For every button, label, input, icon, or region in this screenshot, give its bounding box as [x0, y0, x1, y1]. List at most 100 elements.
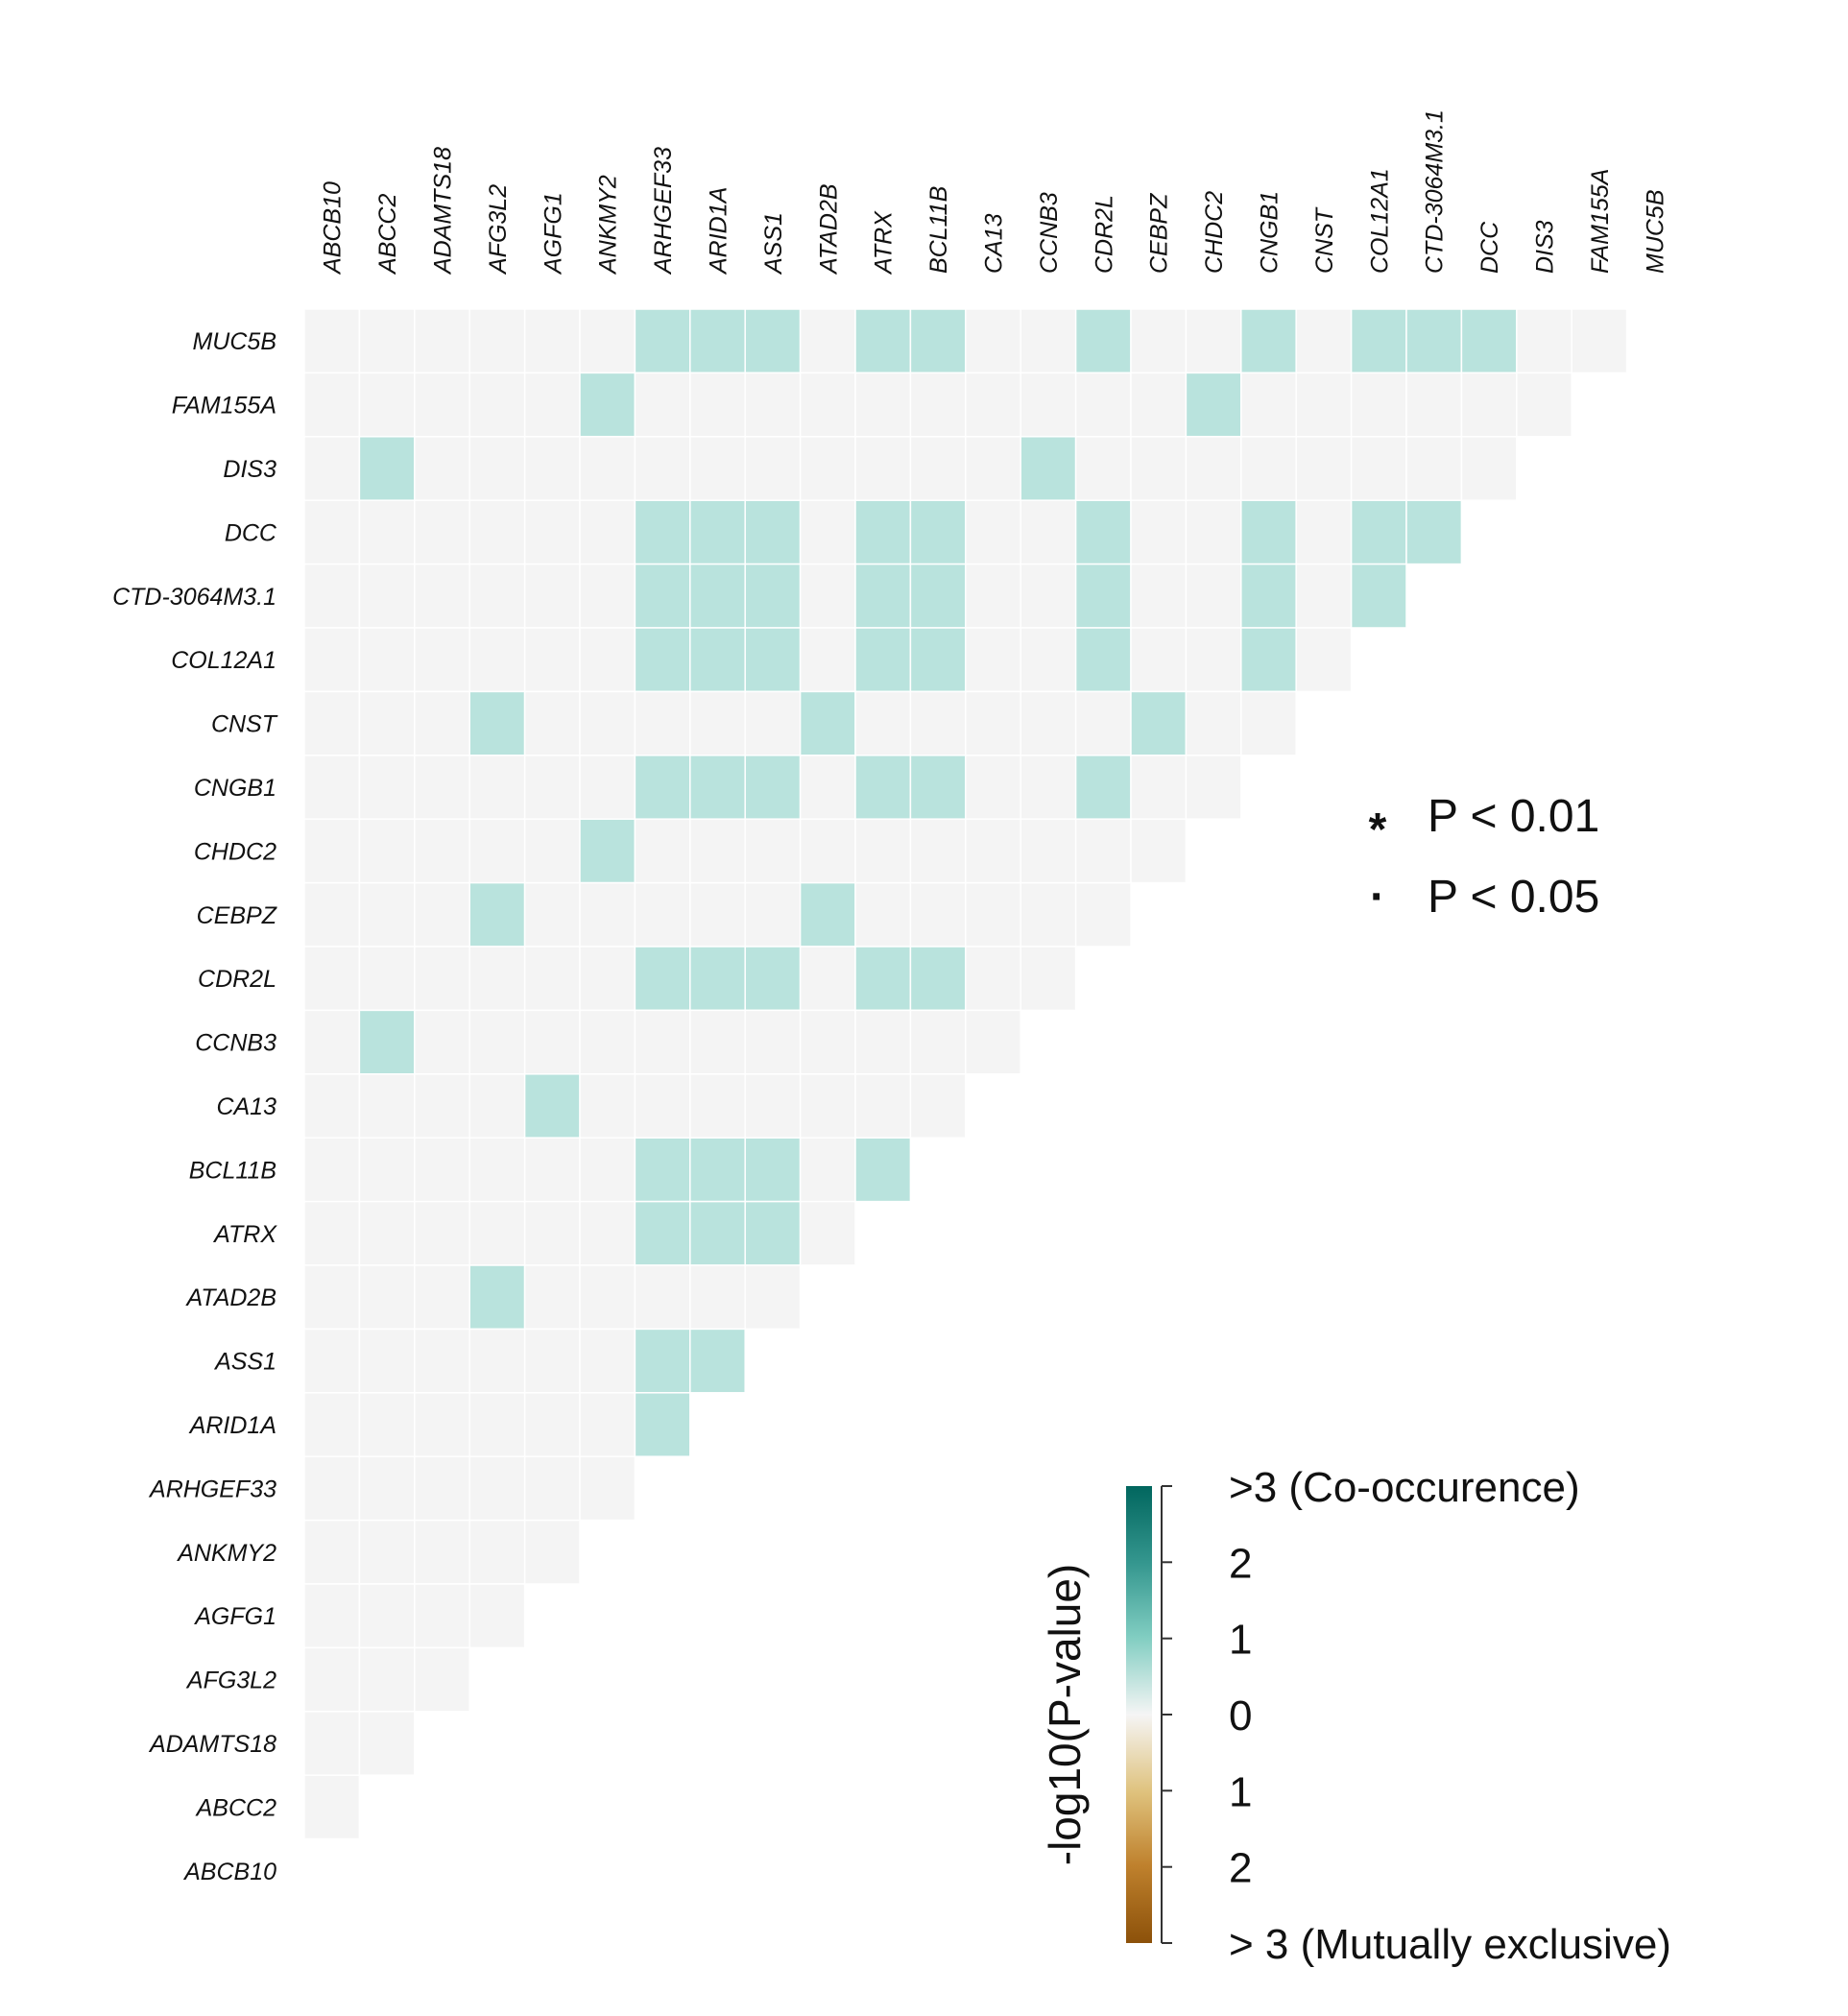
heatmap-cell	[799, 627, 856, 693]
heatmap-cell	[1074, 627, 1132, 693]
heatmap-cell	[1185, 627, 1242, 693]
heatmap-cell	[1460, 436, 1518, 501]
heatmap-cell	[1240, 627, 1297, 693]
heatmap-cell	[1240, 372, 1297, 438]
row-label-afg3l2: AFG3L2	[185, 1668, 276, 1694]
heatmap-cell	[634, 563, 691, 629]
heatmap-cell	[303, 818, 361, 884]
heatmap-cell	[689, 946, 746, 1012]
heatmap-cell	[799, 690, 856, 756]
heatmap-cell	[414, 1583, 470, 1649]
heatmap-cell	[579, 1200, 636, 1266]
heatmap-cell	[1295, 372, 1353, 438]
row-label-fam155a: FAM155A	[172, 393, 276, 420]
colorbar-tick-label: 2	[1229, 1845, 1252, 1892]
column-label-abcb10: ABCB10	[320, 181, 347, 276]
heatmap-cell	[799, 1009, 856, 1075]
heatmap-cell	[965, 436, 1021, 501]
heatmap-cell	[523, 563, 581, 629]
heatmap-cell	[1020, 436, 1077, 501]
colorbar-title: -log10(P-value)	[1040, 1564, 1090, 1865]
heatmap-cell	[414, 372, 470, 438]
heatmap-cell	[854, 1009, 912, 1075]
heatmap-cell	[579, 499, 636, 565]
column-label-bcl11b: BCL11B	[925, 186, 952, 274]
heatmap-cell	[523, 499, 581, 565]
heatmap-cell	[689, 1200, 746, 1266]
row-label-arhgef33: ARHGEF33	[148, 1476, 276, 1502]
heatmap-cell	[1020, 690, 1077, 756]
heatmap-cell	[909, 1073, 967, 1139]
column-label-atad2b: ATAD2B	[815, 183, 842, 276]
heatmap-cell	[1020, 372, 1077, 438]
column-label-adamts18: ADAMTS18	[430, 147, 457, 276]
heatmap-cell	[523, 1200, 581, 1266]
heatmap-cell	[634, 1200, 691, 1266]
heatmap-cell	[689, 1009, 746, 1075]
heatmap-cell	[689, 1328, 746, 1394]
heatmap-cell	[1516, 308, 1572, 374]
heatmap-cell	[634, 308, 691, 374]
heatmap-cell	[1074, 499, 1132, 565]
heatmap-cell	[689, 755, 746, 820]
heatmap-cell	[799, 881, 856, 948]
heatmap-cell	[303, 1137, 361, 1203]
heatmap-cell	[414, 1392, 470, 1457]
heatmap-cell	[1020, 627, 1077, 693]
heatmap-cell	[523, 1519, 581, 1585]
row-label-dis3: DIS3	[223, 456, 276, 483]
heatmap-cell	[744, 881, 802, 948]
heatmap-cell	[523, 1073, 581, 1139]
heatmap-cell	[1295, 499, 1353, 565]
heatmap-cell	[1240, 690, 1297, 756]
colorbar-tick-label: > 3 (Mutually exclusive)	[1229, 1921, 1671, 1968]
heatmap-cell	[965, 372, 1021, 438]
heatmap-cell	[303, 1009, 361, 1075]
heatmap-cell	[358, 1073, 416, 1139]
heatmap-cell	[854, 499, 912, 565]
heatmap-cell	[303, 1264, 361, 1331]
heatmap-cell	[799, 755, 856, 820]
heatmap-cell	[965, 499, 1021, 565]
column-label-cngb1: CNGB1	[1257, 191, 1284, 274]
row-label-abcc2: ABCC2	[195, 1794, 276, 1821]
heatmap-cell	[468, 436, 526, 501]
row-label-cebpz: CEBPZ	[197, 902, 277, 929]
heatmap-cell	[1020, 755, 1077, 820]
heatmap-cell	[523, 627, 581, 693]
heatmap-cell	[303, 755, 361, 820]
heatmap-cell	[909, 690, 967, 756]
heatmap-cell	[854, 1073, 912, 1139]
heatmap-cell	[358, 1137, 416, 1203]
row-label-dcc: DCC	[225, 519, 277, 546]
heatmap-cell	[1074, 690, 1132, 756]
heatmap-cell	[414, 563, 470, 629]
heatmap-cell	[414, 1519, 470, 1585]
heatmap-cell	[744, 372, 802, 438]
heatmap-cell	[358, 372, 416, 438]
heatmap-cell	[909, 818, 967, 884]
heatmap-cell	[909, 308, 967, 374]
heatmap-cell	[579, 308, 636, 374]
heatmap-cell	[799, 308, 856, 374]
column-label-dcc: DCC	[1476, 221, 1503, 274]
row-label-cngb1: CNGB1	[194, 775, 276, 802]
heatmap-cell	[689, 308, 746, 374]
heatmap-cell	[579, 1073, 636, 1139]
heatmap-cell	[414, 755, 470, 820]
heatmap-cell	[744, 436, 802, 501]
heatmap-cell	[468, 308, 526, 374]
row-label-ankmy2: ANKMY2	[176, 1540, 276, 1567]
heatmap-cell	[1460, 308, 1518, 374]
heatmap-cell	[579, 1137, 636, 1203]
heatmap-cell	[358, 1711, 416, 1776]
heatmap-cell	[1460, 372, 1518, 438]
heatmap-cells	[303, 308, 1628, 1840]
heatmap-cell	[744, 627, 802, 693]
row-label-arid1a: ARID1A	[188, 1412, 276, 1439]
heatmap-cell	[909, 563, 967, 629]
heatmap-cell	[523, 946, 581, 1012]
heatmap-cell	[634, 881, 691, 948]
heatmap-cell	[689, 436, 746, 501]
column-label-chdc2: CHDC2	[1201, 191, 1228, 274]
